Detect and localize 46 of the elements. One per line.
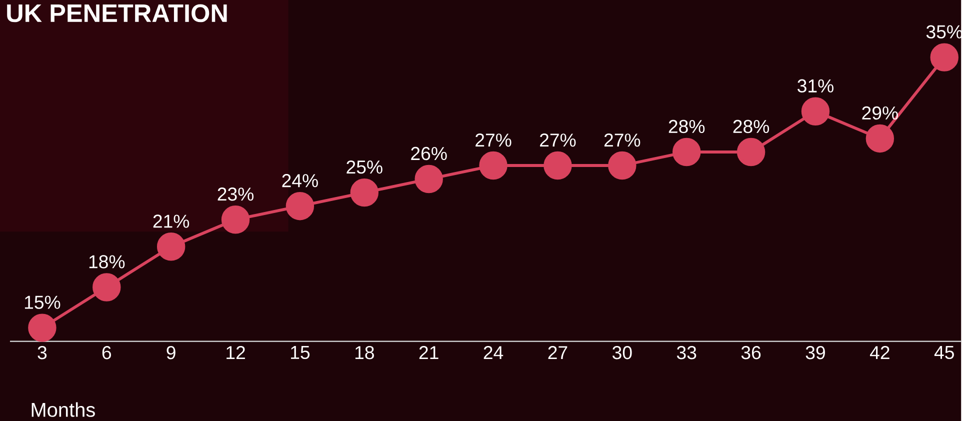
point <box>866 124 894 152</box>
point <box>930 43 958 72</box>
x-tick-label: 42 <box>870 346 890 359</box>
x-tick-label: 15 <box>291 346 310 359</box>
x-tick-label: 18 <box>355 346 374 360</box>
point <box>736 138 766 166</box>
point <box>286 192 314 220</box>
data-label: 25% <box>346 160 382 174</box>
point <box>801 97 830 126</box>
chart-title: UK PENETRATION <box>7 4 227 22</box>
x-tick-label: 3 <box>38 346 47 360</box>
x-tick-label: 12 <box>226 346 245 359</box>
point <box>544 151 572 180</box>
point <box>92 273 121 302</box>
data-label: 15% <box>24 296 60 309</box>
data-label: 31% <box>798 79 834 92</box>
data-label: 24% <box>282 174 318 188</box>
x-tick-label: 21 <box>419 346 438 359</box>
x-tick-label: 36 <box>741 346 761 360</box>
data-label: 27% <box>540 133 576 147</box>
point <box>350 178 379 207</box>
x-tick-label: 39 <box>806 346 825 360</box>
point <box>608 151 636 180</box>
point <box>28 314 56 342</box>
data-label: 18% <box>89 255 125 268</box>
x-tick-label: 27 <box>548 346 568 359</box>
point <box>672 138 701 166</box>
x-tick-label: 30 <box>612 346 632 360</box>
data-label: 27% <box>476 133 512 147</box>
x-tick-label: 24 <box>484 346 504 359</box>
x-axis-title: Months <box>32 402 95 417</box>
x-tick-label: 6 <box>102 346 111 360</box>
x-tick-label: 9 <box>166 346 176 360</box>
data-label: 21% <box>153 214 190 228</box>
point <box>156 232 186 261</box>
point <box>221 205 250 234</box>
data-label: 29% <box>862 106 898 120</box>
x-tick-label: 45 <box>934 346 954 359</box>
data-label: 27% <box>604 133 640 147</box>
data-label: 28% <box>733 120 770 134</box>
data-label: 28% <box>668 120 705 134</box>
point <box>414 164 443 194</box>
x-tick-label: 33 <box>676 346 696 360</box>
point <box>479 151 508 180</box>
data-label: 26% <box>411 146 447 160</box>
data-label: 23% <box>218 187 254 201</box>
